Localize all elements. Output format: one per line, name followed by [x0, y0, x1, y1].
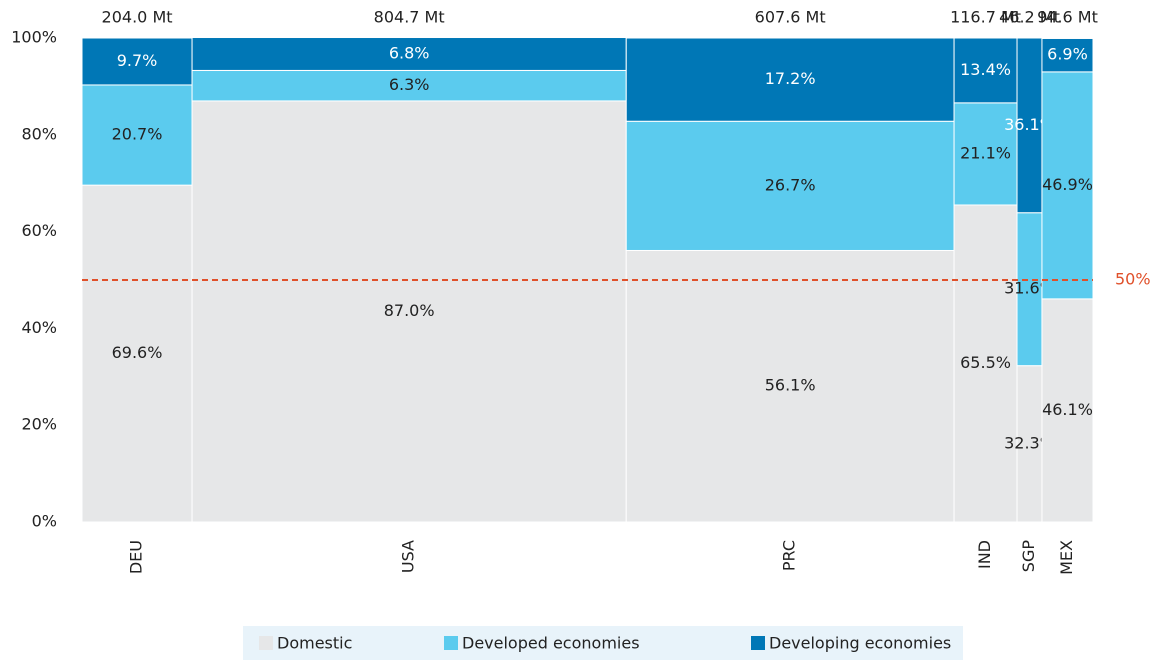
- x-tick-label: MEX: [1057, 540, 1076, 575]
- segment: [191, 100, 627, 523]
- width-label: 204.0 Mt: [102, 8, 173, 27]
- value-label: 69.6%: [112, 343, 163, 362]
- width-label: 94.6 Mt: [1037, 8, 1098, 27]
- value-label: 6.9%: [1047, 45, 1088, 64]
- value-label: 20.7%: [112, 125, 163, 144]
- segment: [1016, 37, 1043, 214]
- value-label: 13.4%: [960, 60, 1011, 79]
- value-label: 56.1%: [765, 376, 816, 395]
- segment: [191, 37, 627, 71]
- legend-swatch: [751, 636, 765, 650]
- y-tick-label: 100%: [11, 28, 57, 47]
- value-label: 17.2%: [765, 69, 816, 88]
- legend-box: [243, 626, 963, 660]
- segment: [81, 37, 193, 86]
- segment: [625, 37, 955, 122]
- segment: [1016, 365, 1043, 523]
- x-tick-label: USA: [399, 540, 418, 573]
- y-tick-label: 60%: [21, 221, 57, 240]
- value-label: 21.1%: [960, 143, 1011, 162]
- legend-swatch: [444, 636, 458, 650]
- y-tick-label: 0%: [32, 512, 57, 531]
- value-label: 6.3%: [389, 75, 430, 94]
- width-label: 116.7 Mt: [950, 8, 1021, 27]
- legend-swatch: [259, 636, 273, 650]
- x-tick-label: SGP: [1019, 540, 1038, 573]
- width-label: 46.2 Mt: [999, 8, 1060, 27]
- value-label: 9.7%: [117, 51, 158, 70]
- value-label: 65.5%: [960, 353, 1011, 372]
- segment: [191, 69, 627, 102]
- legend-label: Developing economies: [769, 634, 951, 653]
- legend-label: Domestic: [277, 634, 352, 653]
- x-tick-label: DEU: [127, 540, 146, 574]
- legend-label: Developed economies: [462, 634, 640, 653]
- value-label: 87.0%: [384, 301, 435, 320]
- segment: [953, 204, 1018, 523]
- y-tick-label: 40%: [21, 318, 57, 337]
- width-label: 804.7 Mt: [374, 8, 445, 27]
- y-tick-label: 80%: [21, 124, 57, 143]
- width-label: 607.6 Mt: [755, 8, 826, 27]
- segment: [625, 120, 955, 251]
- value-label: 6.8%: [389, 43, 430, 62]
- value-label: 26.7%: [765, 175, 816, 194]
- x-tick-label: IND: [975, 540, 994, 569]
- value-label: 46.1%: [1042, 400, 1093, 419]
- segment: [1041, 37, 1094, 73]
- segment: [1041, 71, 1094, 300]
- segment: [1041, 298, 1094, 523]
- segment: [81, 84, 193, 186]
- reference-label: 50%: [1115, 270, 1151, 289]
- y-tick-label: 20%: [21, 415, 57, 434]
- value-label: 46.9%: [1042, 175, 1093, 194]
- x-tick-label: PRC: [780, 540, 799, 571]
